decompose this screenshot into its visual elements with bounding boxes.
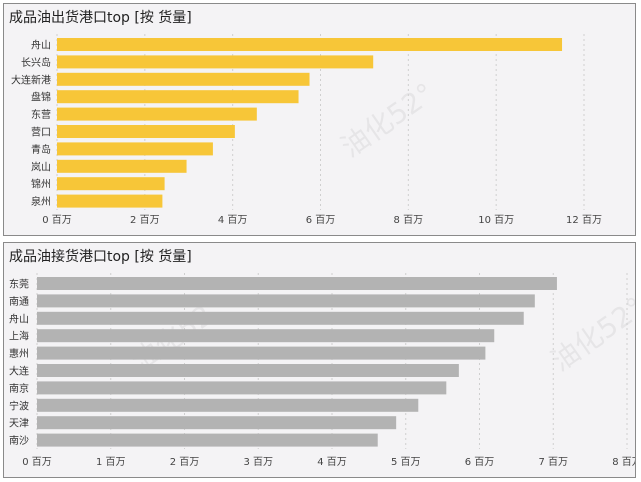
bar[interactable] bbox=[37, 416, 397, 430]
bar[interactable] bbox=[57, 72, 310, 86]
category-label: 舟山 bbox=[9, 312, 29, 325]
x-tick-label: 10 百万 bbox=[478, 214, 514, 226]
bar[interactable] bbox=[37, 294, 535, 308]
x-tick-label: 2 百万 bbox=[170, 456, 200, 468]
category-label: 营口 bbox=[31, 126, 51, 139]
category-label: 盘锦 bbox=[31, 91, 51, 104]
bar[interactable] bbox=[57, 90, 299, 104]
category-label: 上海 bbox=[9, 330, 29, 343]
category-label: 南通 bbox=[9, 295, 29, 308]
x-tick-label: 12 百万 bbox=[566, 214, 602, 226]
x-tick-label: 4 百万 bbox=[317, 456, 347, 468]
category-label: 大连新港 bbox=[11, 73, 51, 86]
x-tick-label: 2 百万 bbox=[130, 214, 160, 226]
category-label: 南沙 bbox=[9, 434, 29, 447]
x-tick-label: 0 百万 bbox=[22, 456, 52, 468]
bar[interactable] bbox=[37, 329, 495, 343]
category-label: 宁波 bbox=[9, 399, 29, 412]
x-tick-label: 5 百万 bbox=[391, 456, 421, 468]
x-tick-label: 0 百万 bbox=[42, 214, 72, 226]
bar[interactable] bbox=[57, 107, 257, 121]
bar[interactable] bbox=[57, 125, 235, 138]
bar[interactable] bbox=[57, 38, 563, 51]
bar[interactable] bbox=[57, 55, 374, 69]
bar[interactable] bbox=[57, 177, 165, 191]
category-label: 青岛 bbox=[31, 143, 51, 156]
bar[interactable] bbox=[37, 277, 557, 290]
category-label: 泉州 bbox=[31, 195, 51, 208]
bar[interactable] bbox=[37, 398, 419, 412]
category-label: 天津 bbox=[9, 418, 29, 430]
bar[interactable] bbox=[37, 381, 447, 395]
export-ports-chart-panel: 成品油出货港口top [按 货量] 油化52° 0 百万 2 百万 4 百万 6 百万… bbox=[3, 3, 636, 236]
import-ports-chart-panel: 成品油接货港口top [按 货量] 油化52° 油化52° 0 百万1 百万2 … bbox=[3, 242, 636, 478]
bar[interactable] bbox=[57, 159, 187, 173]
category-label: 南京 bbox=[9, 382, 29, 395]
x-tick-label: 6 百万 bbox=[306, 214, 336, 226]
bar[interactable] bbox=[37, 364, 459, 377]
category-label: 惠州 bbox=[9, 347, 29, 360]
x-tick-label: 7 百万 bbox=[538, 456, 568, 468]
export-ports-bar-chart: 0 百万 2 百万 4 百万 6 百万 8 百万 10 百万 12 百万 舟山长兴岛大连新港盘… bbox=[11, 34, 602, 226]
category-label: 东莞 bbox=[9, 278, 29, 291]
category-label: 东营 bbox=[31, 108, 51, 121]
x-tick-label: 4 百万 bbox=[218, 214, 248, 226]
import-ports-bar-chart: 0 百万 1 百万 2 百万 3 百万 4 百万 5 百万 6 百万 7 百万 8 百万 东莞南通… bbox=[9, 273, 636, 468]
category-label: 锦州 bbox=[31, 178, 51, 191]
category-label: 长兴岛 bbox=[21, 56, 51, 69]
x-tick-label: 8 百万 bbox=[612, 456, 636, 468]
bar[interactable] bbox=[57, 142, 213, 156]
x-tick-label: 3 百万 bbox=[243, 456, 273, 468]
x-tick-label: 6 百万 bbox=[465, 456, 495, 468]
category-label: 大连 bbox=[9, 365, 29, 378]
bar[interactable] bbox=[37, 433, 378, 447]
category-label: 岚山 bbox=[31, 161, 51, 173]
chart-title: 成品油接货港口top [按 货量] bbox=[9, 249, 192, 265]
bar[interactable] bbox=[37, 346, 486, 360]
bar[interactable] bbox=[57, 194, 163, 208]
x-tick-label: 1 百万 bbox=[96, 456, 126, 468]
x-tick-label: 8 百万 bbox=[394, 214, 424, 226]
category-label: 舟山 bbox=[31, 39, 51, 52]
bar[interactable] bbox=[37, 311, 524, 325]
chart-title: 成品油出货港口top [按 货量] bbox=[9, 10, 192, 26]
